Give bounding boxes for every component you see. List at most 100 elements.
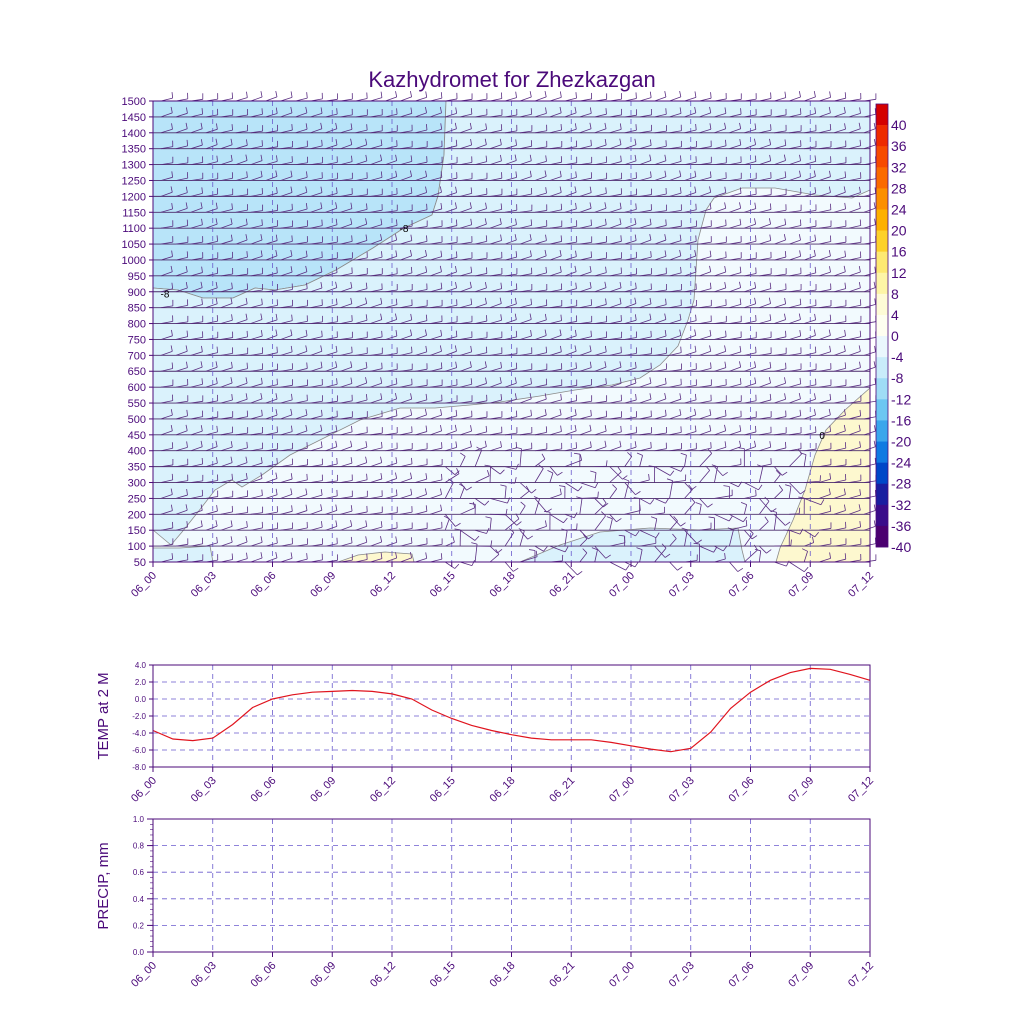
wind-barb — [819, 299, 832, 309]
wind-barb — [609, 425, 622, 436]
wind-barb — [235, 410, 248, 420]
wind-barb — [549, 186, 562, 197]
x-tick-label: 06_21 — [547, 570, 577, 600]
wind-barb — [265, 124, 278, 134]
x-tick-label: 07_00 — [607, 775, 637, 805]
wind-barb — [340, 188, 353, 197]
wind-barb — [819, 458, 832, 468]
wind-barb — [400, 299, 413, 309]
wind-barb — [744, 482, 763, 491]
wind-barb — [519, 313, 532, 324]
wind-barb — [669, 426, 682, 436]
wind-barb — [624, 109, 637, 118]
wind-barb — [833, 345, 846, 356]
wind-barb — [355, 361, 368, 372]
wind-barb — [385, 347, 398, 356]
colorbar-frame — [875, 103, 889, 548]
colorbar-label: -12 — [891, 391, 911, 407]
wind-barb — [639, 268, 652, 277]
wind-barb — [639, 362, 652, 372]
y-tick-label: 1100 — [122, 223, 146, 235]
wind-barb — [235, 234, 248, 245]
wind-barb — [385, 489, 398, 499]
y-tick-label: 650 — [128, 366, 146, 378]
wind-barb — [205, 138, 218, 150]
wind-barb — [624, 441, 637, 452]
wind-barb — [594, 395, 608, 404]
wind-barb — [759, 297, 771, 309]
wind-barb — [474, 361, 487, 372]
wind-barb — [325, 108, 338, 118]
wind-barb — [280, 345, 293, 356]
wind-barb — [684, 186, 697, 197]
x-tick-label: 06_06 — [249, 570, 279, 600]
wind-barb — [340, 93, 353, 102]
wind-barb — [774, 171, 787, 181]
wind-barb — [325, 187, 338, 197]
wind-barb — [490, 508, 508, 516]
wind-barb — [819, 283, 832, 293]
wind-barb — [310, 504, 323, 515]
wind-barb — [591, 547, 598, 563]
wind-barb — [400, 124, 413, 134]
wind-barb — [729, 218, 742, 229]
wind-barb — [534, 409, 547, 420]
wind-barb — [280, 220, 293, 229]
wind-barb — [819, 203, 832, 213]
wind-barb — [564, 236, 578, 245]
wind-barb — [519, 550, 538, 563]
contour-label: 0 — [819, 431, 825, 442]
wind-barb — [564, 186, 577, 197]
wind-barb — [370, 393, 383, 404]
wind-barb — [654, 267, 667, 277]
y-tick-label: -8.0 — [132, 763, 146, 772]
wind-barb — [789, 154, 801, 165]
colorbar-swatch — [876, 146, 888, 168]
wind-barb — [235, 171, 248, 181]
wind-barb — [310, 107, 323, 118]
wind-barb — [504, 377, 517, 388]
wind-barb — [833, 362, 847, 372]
wind-barb — [609, 155, 622, 165]
wind-barb — [489, 347, 503, 356]
wind-barb — [400, 329, 413, 340]
wind-barb — [744, 377, 757, 388]
wind-barb — [669, 155, 682, 165]
wind-barb — [819, 505, 832, 515]
wind-barb — [310, 361, 323, 372]
wind-barb — [325, 537, 338, 547]
wind-barb — [729, 266, 742, 277]
wind-barb — [460, 266, 473, 277]
wind-barb — [295, 299, 308, 309]
wind-barb — [370, 490, 383, 499]
y-tick-label: 1250 — [122, 175, 146, 187]
wind-barb — [594, 266, 607, 277]
wind-barb — [190, 474, 204, 483]
wind-barb — [639, 529, 660, 539]
wind-barb — [789, 91, 801, 102]
y-tick-label: 500 — [128, 414, 146, 426]
wind-barb — [789, 170, 801, 181]
wind-barb — [519, 250, 532, 261]
wind-barb — [789, 363, 802, 372]
wind-barb — [280, 106, 293, 118]
wind-barb — [175, 538, 189, 547]
wind-barb — [744, 529, 758, 540]
wind-barb — [250, 392, 263, 404]
wind-barb — [430, 156, 443, 165]
wind-barb — [400, 90, 412, 102]
wind-barb — [265, 313, 278, 324]
wind-barb — [594, 511, 606, 531]
wind-barb — [160, 362, 174, 372]
wind-barb — [684, 235, 697, 245]
wind-barb — [758, 496, 770, 515]
wind-barb — [699, 123, 712, 134]
wind-barb — [714, 107, 727, 118]
wind-barb — [474, 218, 487, 229]
wind-barb — [519, 140, 533, 150]
profile-panel: -8-80 5010015020025030035040045050055060… — [122, 90, 877, 600]
wind-barb — [534, 266, 547, 277]
wind-barb — [654, 506, 665, 515]
wind-barb — [415, 458, 428, 468]
